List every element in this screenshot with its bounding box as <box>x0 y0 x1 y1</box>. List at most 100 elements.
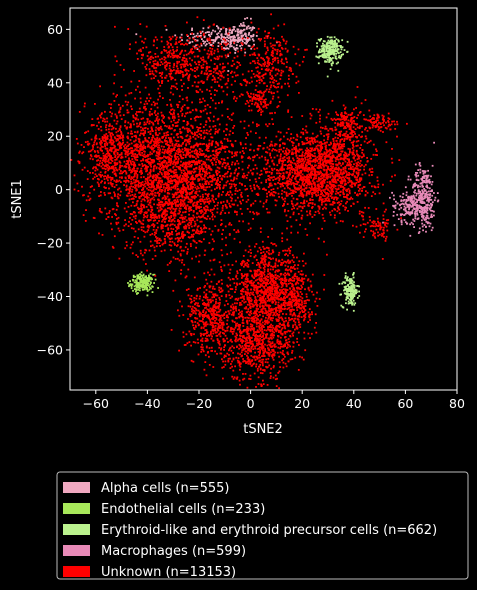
data-point <box>130 180 133 183</box>
data-point <box>105 147 107 150</box>
data-point <box>142 133 145 135</box>
data-point <box>158 81 160 84</box>
data-point <box>208 117 210 120</box>
data-point <box>151 181 153 184</box>
data-point <box>151 182 154 185</box>
data-point <box>352 291 355 294</box>
data-point <box>169 233 172 235</box>
data-point <box>153 198 156 201</box>
data-point <box>197 187 200 190</box>
data-point <box>97 128 100 130</box>
data-point <box>228 133 231 136</box>
data-point <box>110 196 113 199</box>
data-point <box>142 187 145 189</box>
data-point <box>154 102 157 105</box>
data-point <box>177 176 180 179</box>
data-point <box>154 213 157 216</box>
data-point <box>146 118 149 120</box>
data-point <box>229 174 232 177</box>
data-point <box>129 213 132 215</box>
data-point <box>255 180 258 183</box>
data-point <box>111 171 114 174</box>
data-point <box>111 142 114 145</box>
data-point <box>164 183 166 186</box>
data-point <box>197 194 199 197</box>
data-point <box>169 218 171 220</box>
data-point <box>158 146 161 149</box>
data-point <box>111 228 113 231</box>
data-point <box>341 282 344 285</box>
data-point <box>182 57 184 59</box>
data-point <box>205 143 208 146</box>
data-point <box>174 203 177 206</box>
data-point <box>224 205 227 207</box>
data-point <box>147 229 150 231</box>
data-point <box>165 214 167 216</box>
data-point <box>100 181 102 184</box>
data-point <box>128 174 131 177</box>
data-point <box>118 179 121 182</box>
data-point <box>176 60 179 63</box>
data-point <box>420 178 423 180</box>
data-point <box>233 172 236 175</box>
data-point <box>154 278 157 281</box>
data-point <box>198 178 201 181</box>
data-point <box>147 173 149 176</box>
data-point <box>325 50 328 52</box>
data-point <box>206 88 208 91</box>
data-point <box>333 49 335 51</box>
data-point <box>203 216 206 219</box>
data-point <box>189 219 191 222</box>
data-point <box>141 183 144 186</box>
data-point <box>204 123 207 126</box>
data-point <box>150 165 153 168</box>
data-point <box>206 206 209 209</box>
data-point <box>130 176 133 178</box>
data-point <box>164 221 166 223</box>
data-point <box>234 38 236 41</box>
data-point <box>149 153 151 156</box>
data-point <box>238 189 241 191</box>
data-point <box>162 212 165 215</box>
data-point <box>158 237 161 240</box>
data-point <box>195 192 198 195</box>
data-point <box>176 133 179 135</box>
data-point <box>201 193 204 196</box>
data-point <box>164 150 166 153</box>
data-point <box>181 221 184 224</box>
data-point <box>173 129 176 132</box>
data-point <box>178 101 181 103</box>
data-point <box>325 56 327 59</box>
data-point <box>213 207 215 210</box>
data-point <box>151 233 154 235</box>
data-point <box>202 63 205 66</box>
data-point <box>181 165 184 167</box>
data-point <box>211 208 214 211</box>
data-point <box>224 162 227 164</box>
data-point <box>415 175 418 178</box>
data-point <box>146 102 149 105</box>
data-point <box>425 206 428 209</box>
data-point <box>139 207 142 210</box>
data-point <box>400 219 403 222</box>
data-point <box>192 195 195 198</box>
data-point <box>337 69 340 72</box>
data-point <box>200 206 202 208</box>
data-point <box>134 97 136 100</box>
data-point <box>129 280 131 283</box>
data-point <box>216 204 219 207</box>
data-point <box>197 201 200 203</box>
data-point <box>239 151 242 154</box>
data-point <box>176 88 178 90</box>
data-point <box>234 52 237 54</box>
data-point <box>175 158 177 160</box>
data-point <box>130 287 133 290</box>
data-point <box>326 53 329 55</box>
data-point <box>187 151 190 154</box>
data-point <box>154 194 157 197</box>
data-point <box>241 29 244 32</box>
data-point <box>155 145 157 147</box>
data-point <box>216 179 219 182</box>
data-point <box>406 205 409 208</box>
data-point <box>140 167 143 170</box>
